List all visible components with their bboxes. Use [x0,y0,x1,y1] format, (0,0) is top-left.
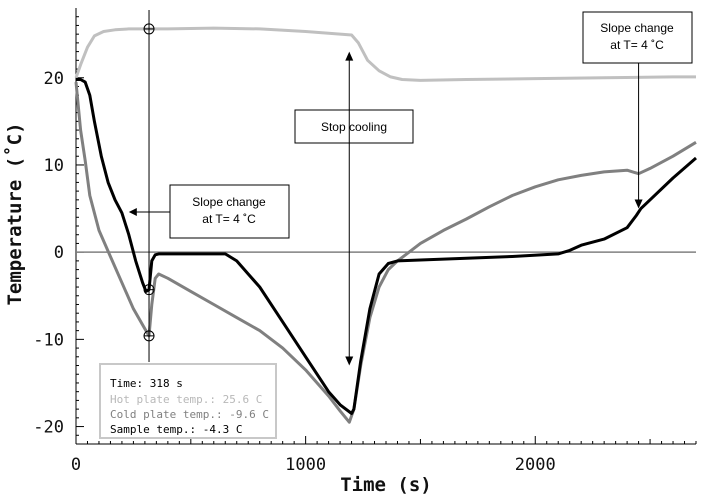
y-tick-label: 10 [44,156,64,176]
readout-frame [99,363,277,439]
readout-sample: Sample temp.: -4.3 C [110,423,242,436]
series-line-1 [74,26,696,82]
readout-hot-plate: Hot plate temp.: 25.6 C [110,393,262,406]
arrow-head [634,199,643,209]
annotation-box-stop-cooling [294,109,414,144]
y-tick-label: -10 [33,330,64,350]
annotation-text-slope-right: at T= 4 ˚C [610,38,664,52]
readout-box: Time: 318 s Hot plate temp.: 25.6 C Cold… [99,363,277,439]
annotation-box-slope-left [169,184,290,239]
series-line-3 [76,78,697,415]
annotation-text-stop-cooling: Stop cooling [321,120,387,134]
axes: -20 -10 0 10 20 0 1000 2000 [33,8,697,475]
annotation-text-slope-right: Slope change [600,21,674,35]
annotation-box-slope-right [582,11,693,64]
annotation-text-slope-left: Slope change [192,195,266,209]
time-marker[interactable] [143,10,155,362]
y-axis-title: Temperature (˚C) [3,122,26,305]
y-tick-label: 0 [54,243,64,263]
arrow-head [345,356,354,366]
arrow-head [128,208,137,217]
series-line-2 [74,81,697,424]
y-tick-label: 20 [44,69,64,89]
x-axis-title: Time (s) [340,474,432,496]
x-tick-label: 2000 [515,455,556,475]
y-tick-label: -20 [33,418,64,438]
x-tick-label: 1000 [285,455,326,475]
arrow-head [345,51,354,61]
readout-time: Time: 318 s [110,377,183,390]
annotation-text-slope-left: at T= 4 ˚C [202,212,256,226]
series-lines [74,26,697,424]
readout-cold-plate: Cold plate temp.: -9.6 C [110,408,269,421]
annotations: Slope change at T= 4 ˚C Stop cooling Slope … [128,11,693,366]
x-tick-label: 0 [71,455,81,475]
